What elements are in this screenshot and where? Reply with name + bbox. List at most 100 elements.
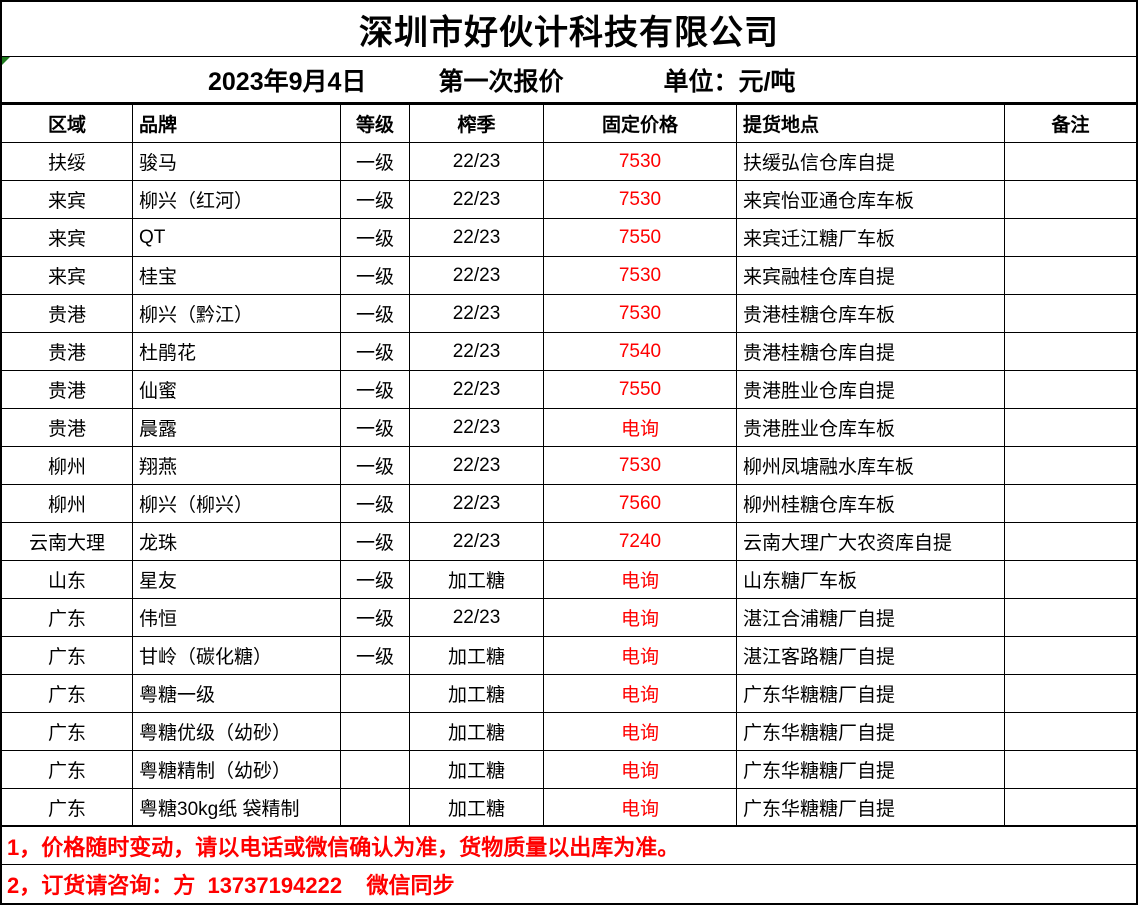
cell-region: 广东 xyxy=(2,599,133,636)
cell-remark xyxy=(1005,409,1136,446)
cell-season: 22/23 xyxy=(410,523,544,560)
cell-brand: 星友 xyxy=(133,561,341,598)
cell-season: 加工糖 xyxy=(410,751,544,788)
cell-brand: 粤糖一级 xyxy=(133,675,341,712)
cell-remark xyxy=(1005,143,1136,180)
col-header-remark: 备注 xyxy=(1051,115,1090,136)
cell-region: 柳州 xyxy=(2,485,133,522)
cell-brand: 粤糖精制（幼砂） xyxy=(133,751,341,788)
company-title: 深圳市好伙计科技有限公司 xyxy=(359,13,779,52)
cell-location: 湛江客路糖厂自提 xyxy=(737,637,1005,674)
col-header-price: 固定价格 xyxy=(544,105,737,142)
cell-season: 22/23 xyxy=(410,447,544,484)
cell-region: 来宾 xyxy=(2,257,133,294)
col-header-brand: 品牌 xyxy=(133,105,341,142)
cell-location: 来宾迁江糖厂车板 xyxy=(737,219,1005,256)
cell-region: 来宾 xyxy=(2,181,133,218)
col-header-grade: 等级 xyxy=(341,105,410,142)
cell-region: 贵港 xyxy=(2,371,133,408)
cell-brand: 仙蜜 xyxy=(133,371,341,408)
cell-brand: 翔燕 xyxy=(133,447,341,484)
cell-season: 22/23 xyxy=(410,295,544,332)
cell-brand: 晨露 xyxy=(133,409,341,446)
cell-remark xyxy=(1005,751,1136,788)
cell-location: 湛江合浦糖厂自提 xyxy=(737,599,1005,636)
cell-price: 电询 xyxy=(544,409,737,446)
cell-season: 22/23 xyxy=(410,333,544,370)
cell-season: 加工糖 xyxy=(410,561,544,598)
cell-brand: 伟恒 xyxy=(133,599,341,636)
cell-price: 电询 xyxy=(544,789,737,825)
cell-season: 加工糖 xyxy=(410,789,544,825)
cell-season: 22/23 xyxy=(410,219,544,256)
cell-brand: 柳兴（红河） xyxy=(133,181,341,218)
table-row: 广东 粤糖优级（幼砂） 加工糖 电询 广东华糖糖厂自提 xyxy=(2,713,1136,751)
cell-region: 广东 xyxy=(2,713,133,750)
cell-region: 来宾 xyxy=(2,219,133,256)
cell-brand: 甘岭（碳化糖） xyxy=(133,637,341,674)
footer-note-1-text: 1，价格随时变动，请以电话或微信确认为准，货物质量以出库为准。 xyxy=(7,834,680,860)
cell-brand: 粤糖优级（幼砂） xyxy=(133,713,341,750)
cell-price: 7530 xyxy=(544,181,737,218)
table-header-row: 区域 品牌 等级 榨季 固定价格 提货地点 备注 xyxy=(2,105,1136,143)
footer-note-2: 2，订货请咨询：方 13737194222 微信同步 xyxy=(2,865,1136,903)
cell-region: 山东 xyxy=(2,561,133,598)
cell-grade: 一级 xyxy=(341,409,410,446)
table-row: 贵港 晨露 一级 22/23 电询 贵港胜业仓库车板 xyxy=(2,409,1136,447)
cell-remark xyxy=(1005,675,1136,712)
cell-remark xyxy=(1005,599,1136,636)
cell-price: 7550 xyxy=(544,219,737,256)
col-header-region: 区域 xyxy=(2,105,133,142)
cell-grade: 一级 xyxy=(341,371,410,408)
table-row: 来宾 桂宝 一级 22/23 7530 来宾融桂仓库自提 xyxy=(2,257,1136,295)
quote-round: 第一次报价 xyxy=(438,67,564,96)
cell-location: 来宾怡亚通仓库车板 xyxy=(737,181,1005,218)
cell-grade: 一级 xyxy=(341,181,410,218)
cell-grade: 一级 xyxy=(341,333,410,370)
cell-price: 电询 xyxy=(544,561,737,598)
cell-grade: 一级 xyxy=(341,257,410,294)
cell-price: 电询 xyxy=(544,675,737,712)
cell-grade: 一级 xyxy=(341,219,410,256)
cell-season: 22/23 xyxy=(410,599,544,636)
table-row: 来宾 QT 一级 22/23 7550 来宾迁江糖厂车板 xyxy=(2,219,1136,257)
cell-price: 7560 xyxy=(544,485,737,522)
cell-price: 7240 xyxy=(544,523,737,560)
cell-region: 贵港 xyxy=(2,409,133,446)
cell-region: 扶绥 xyxy=(2,143,133,180)
cell-season: 22/23 xyxy=(410,371,544,408)
cell-region: 云南大理 xyxy=(2,523,133,560)
cell-region: 广东 xyxy=(2,751,133,788)
cell-season: 22/23 xyxy=(410,409,544,446)
cell-grade xyxy=(341,789,410,825)
cell-price: 电询 xyxy=(544,713,737,750)
table-row: 贵港 仙蜜 一级 22/23 7550 贵港胜业仓库自提 xyxy=(2,371,1136,409)
cell-season: 22/23 xyxy=(410,181,544,218)
table-row: 广东 甘岭（碳化糖） 一级 加工糖 电询 湛江客路糖厂自提 xyxy=(2,637,1136,675)
table-row: 云南大理 龙珠 一级 22/23 7240 云南大理广大农资库自提 xyxy=(2,523,1136,561)
cell-grade: 一级 xyxy=(341,637,410,674)
cell-remark xyxy=(1005,713,1136,750)
cell-location: 贵港桂糖仓库车板 xyxy=(737,295,1005,332)
cell-price: 电询 xyxy=(544,599,737,636)
cell-location: 贵港桂糖仓库自提 xyxy=(737,333,1005,370)
cell-remark xyxy=(1005,333,1136,370)
cell-location: 柳州桂糖仓库车板 xyxy=(737,485,1005,522)
cell-price: 7530 xyxy=(544,143,737,180)
cell-brand: 柳兴（黔江） xyxy=(133,295,341,332)
cell-region: 贵港 xyxy=(2,295,133,332)
table-row: 柳州 柳兴（柳兴） 一级 22/23 7560 柳州桂糖仓库车板 xyxy=(2,485,1136,523)
cell-grade: 一级 xyxy=(341,523,410,560)
cell-remark xyxy=(1005,371,1136,408)
cell-grade: 一级 xyxy=(341,561,410,598)
cell-brand: 粤糖30kg纸 袋精制 xyxy=(133,789,341,825)
cell-remark xyxy=(1005,257,1136,294)
col-header-location: 提货地点 xyxy=(737,105,1005,142)
cell-grade xyxy=(341,713,410,750)
cell-region: 广东 xyxy=(2,637,133,674)
cell-location: 贵港胜业仓库车板 xyxy=(737,409,1005,446)
cell-location: 柳州凤塘融水库车板 xyxy=(737,447,1005,484)
cell-brand: QT xyxy=(133,219,341,256)
cell-season: 22/23 xyxy=(410,485,544,522)
